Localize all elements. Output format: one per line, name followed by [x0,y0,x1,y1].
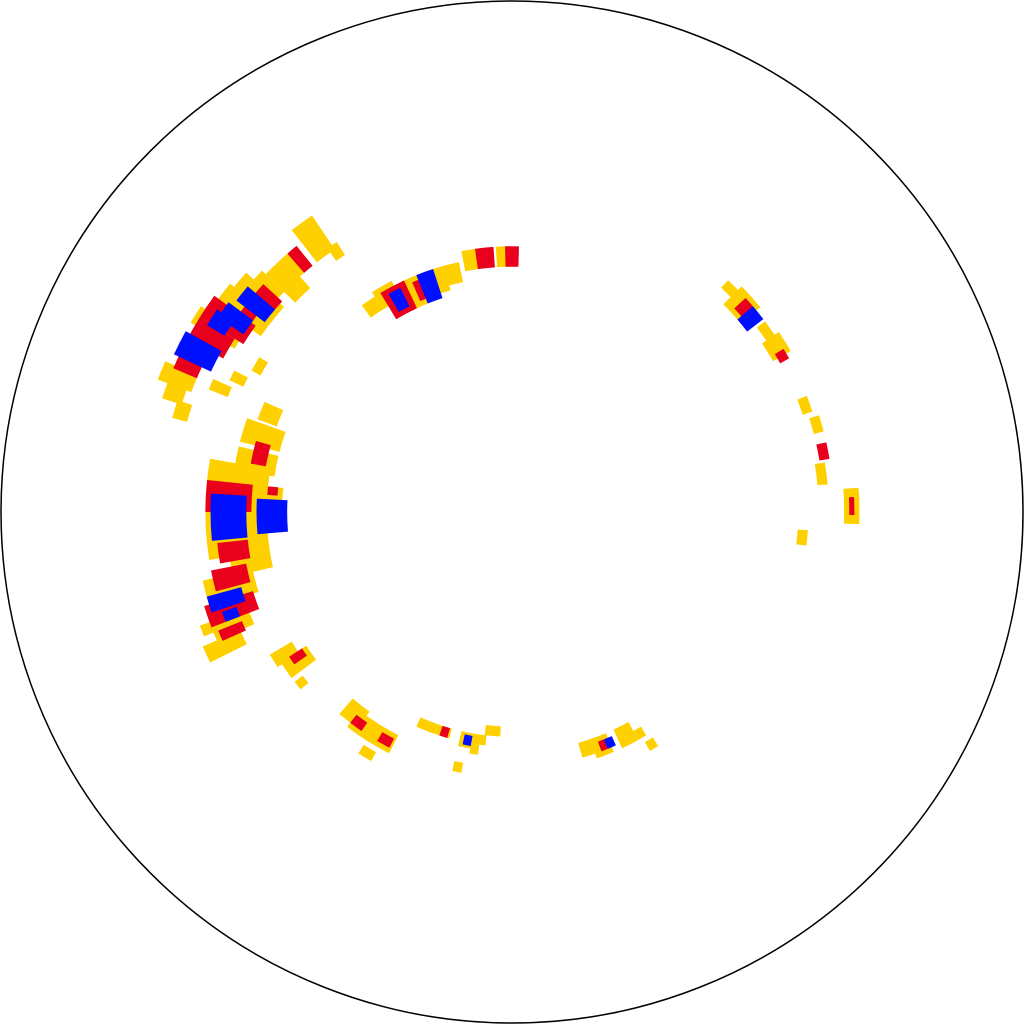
heatmap-cell-mid [187,317,235,359]
heatmap-cell-mid [251,284,283,314]
heatmap-cell-low [613,722,639,749]
heatmap-cell-mid [816,442,830,461]
heatmap-cell-low [208,378,232,398]
heatmap-cell-low [796,529,808,546]
heatmap-cell-mid [211,563,251,592]
heatmap-cell-low [291,215,335,263]
heatmap-cell-low [253,270,285,301]
heatmap-cell-low [473,733,487,746]
heatmap-cell-low [358,744,377,762]
heatmap-cell-low [644,737,659,751]
heatmap-cell-low [797,395,813,415]
heatmap-cell-high [210,493,248,541]
heatmap-cell-low [484,725,501,737]
heatmap-cell-mid [848,497,855,515]
heatmap-cell-low [269,641,299,668]
heatmap-cell-low [172,400,193,422]
heatmap-cell-low [633,726,647,740]
heatmap-cell-low [452,760,464,773]
heatmap-cell-low [809,415,824,434]
heatmap-cell-low [327,242,346,261]
heatmap-cell-low [416,717,436,733]
heatmap-cell-mid [350,714,368,731]
heatmap-cell-mid [250,440,271,467]
heatmap-cell-mid [774,348,790,364]
heatmap-cell-mid [289,648,307,665]
heatmap-cells [157,215,860,773]
heatmap-cell-low [294,675,309,690]
heatmap-cell-high [462,734,473,747]
heatmap-cell-low [202,630,247,663]
heatmap-cell-mid [377,732,395,748]
heatmap-cell-low [441,262,464,287]
heatmap-cell-mid [218,621,246,641]
heatmap-cell-low [265,257,311,303]
heatmap-cell-low [469,743,480,755]
heatmap-cell-mid [475,246,495,270]
heatmap-cell-high [217,302,254,335]
heatmap-cell-low [251,357,269,376]
heatmap-cell-high [256,498,289,535]
heatmap-cell-high [737,306,764,332]
heatmap-cell-mid [439,725,451,738]
heatmap-cell-high [207,309,235,336]
heatmap-cell-high [236,286,275,323]
heatmap-cell-high [206,587,246,613]
heatmap-cell-low [814,462,828,486]
heatmap-cell-mid [505,246,519,267]
heatmap-cell-mid [217,539,251,564]
heatmap-cell-low [280,645,317,679]
heatmap-cell-low [257,401,284,427]
heatmap-cell-low [239,418,286,452]
heatmap-cell-mid [239,304,259,323]
heatmap-cell-high [388,287,410,312]
heatmap-cell-mid [287,245,313,273]
heatmap-cell-low [157,361,199,393]
heatmap-cell-low [229,370,248,387]
heatmap-cell-high [222,606,241,622]
heatmap-cell-mid [267,486,279,496]
heatmap-cell-high [603,736,616,749]
heatmap-cell-high [416,269,443,304]
heatmap-cell-high [173,331,222,372]
